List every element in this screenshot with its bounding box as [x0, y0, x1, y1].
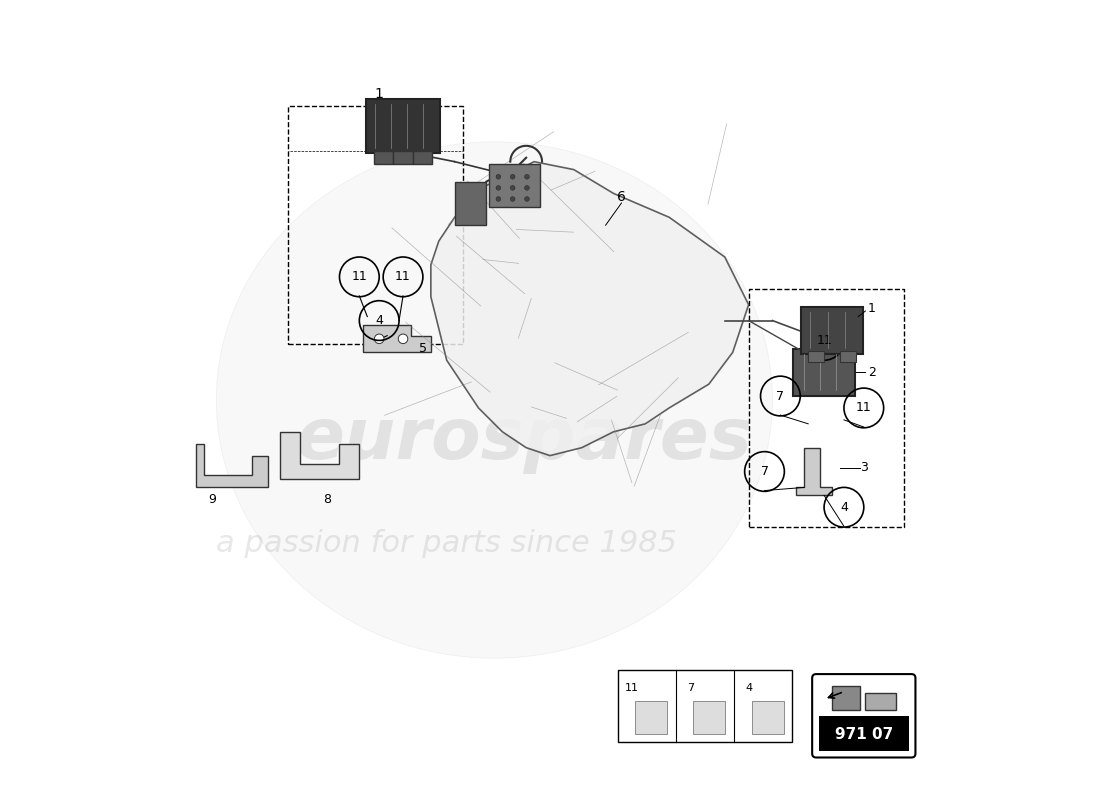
Polygon shape	[866, 693, 895, 710]
Circle shape	[510, 186, 515, 190]
Circle shape	[510, 197, 515, 202]
FancyBboxPatch shape	[793, 349, 856, 396]
Text: 3: 3	[860, 461, 868, 474]
Bar	[288, 106, 463, 344]
Text: 9: 9	[208, 493, 217, 506]
Bar	[394, 151, 412, 164]
FancyBboxPatch shape	[365, 98, 440, 154]
Text: 4: 4	[840, 501, 848, 514]
Text: 11: 11	[816, 334, 832, 347]
Text: 11: 11	[856, 402, 871, 414]
Circle shape	[525, 174, 529, 179]
Text: 1: 1	[868, 302, 876, 315]
FancyBboxPatch shape	[488, 164, 540, 207]
Text: 971 07: 971 07	[835, 727, 893, 742]
Circle shape	[525, 186, 529, 190]
Polygon shape	[197, 444, 268, 487]
Circle shape	[374, 334, 384, 343]
Bar	[818, 716, 909, 751]
Circle shape	[398, 334, 408, 343]
FancyBboxPatch shape	[812, 674, 915, 758]
Text: 11: 11	[625, 683, 639, 693]
Bar	[374, 151, 393, 164]
Text: 11: 11	[352, 270, 367, 283]
Circle shape	[496, 197, 500, 202]
Bar	[749, 289, 903, 527]
Text: 11: 11	[395, 270, 411, 283]
Bar	[693, 702, 725, 734]
Text: 1: 1	[375, 87, 393, 102]
Circle shape	[525, 197, 529, 202]
Bar	[635, 702, 667, 734]
Text: 8: 8	[323, 493, 331, 506]
Bar	[414, 151, 432, 164]
Polygon shape	[796, 448, 832, 495]
Text: 5: 5	[419, 342, 427, 355]
Text: 7: 7	[760, 465, 769, 478]
Text: 2: 2	[868, 366, 876, 378]
FancyBboxPatch shape	[801, 306, 864, 354]
Bar	[808, 351, 824, 362]
Text: eurospares: eurospares	[296, 406, 752, 474]
Circle shape	[510, 174, 515, 179]
Bar	[617, 670, 792, 742]
Polygon shape	[279, 432, 360, 479]
Text: 7: 7	[686, 683, 694, 693]
Polygon shape	[431, 162, 749, 456]
Text: 6: 6	[617, 190, 626, 205]
Bar	[840, 351, 856, 362]
Polygon shape	[363, 325, 431, 352]
Text: 4: 4	[745, 683, 752, 693]
Circle shape	[496, 186, 500, 190]
Text: 7: 7	[777, 390, 784, 402]
Bar	[454, 182, 486, 226]
Bar	[751, 702, 783, 734]
Circle shape	[496, 174, 500, 179]
Text: 4: 4	[375, 314, 383, 327]
Ellipse shape	[217, 142, 772, 658]
Polygon shape	[832, 686, 860, 710]
Text: a passion for parts since 1985: a passion for parts since 1985	[217, 529, 678, 558]
